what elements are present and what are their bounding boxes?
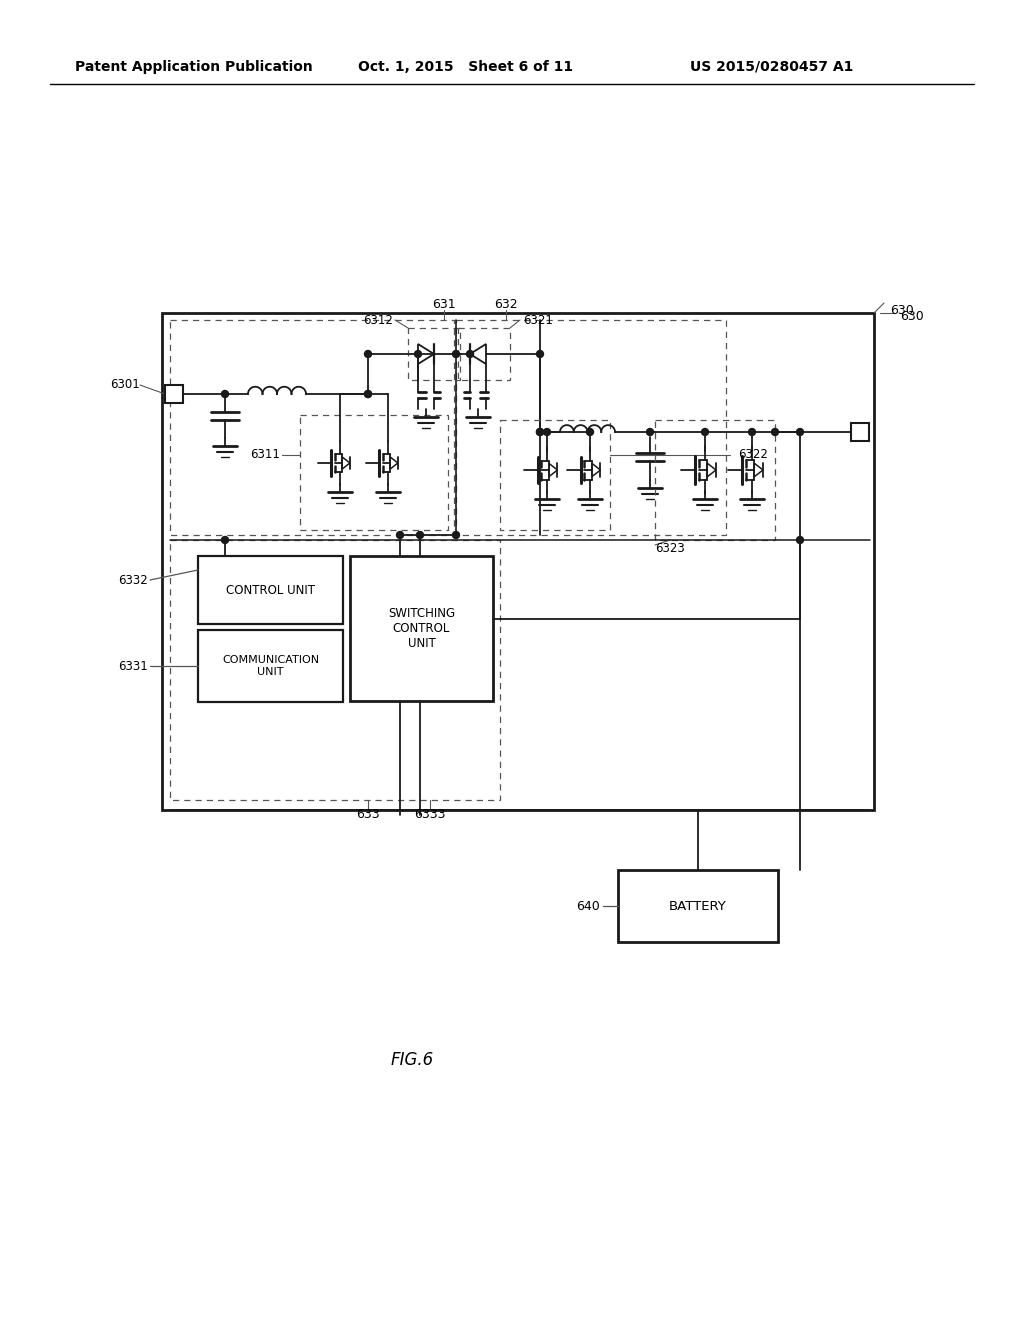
Bar [162,313,874,810]
Text: 6301: 6301 [111,379,140,392]
Text: Oct. 1, 2015   Sheet 6 of 11: Oct. 1, 2015 Sheet 6 of 11 [358,59,573,74]
Bar [408,327,460,380]
Text: 633: 633 [356,808,380,821]
Bar [198,630,343,702]
Circle shape [365,391,372,397]
Text: 6312: 6312 [364,314,393,326]
Circle shape [221,391,228,397]
Bar [500,420,610,531]
Circle shape [797,429,804,436]
Circle shape [797,536,804,544]
Bar [456,319,726,535]
Text: SWITCHING
CONTROL
UNIT: SWITCHING CONTROL UNIT [388,607,455,649]
Bar [170,540,500,800]
Circle shape [587,429,594,436]
Text: 632: 632 [495,298,518,312]
Circle shape [701,429,709,436]
Text: CONTROL UNIT: CONTROL UNIT [226,583,315,597]
Circle shape [537,351,544,358]
Bar [350,556,493,701]
Circle shape [646,429,653,436]
Text: 6323: 6323 [655,541,685,554]
Circle shape [415,351,422,358]
Circle shape [417,532,424,539]
Text: 6333: 6333 [415,808,445,821]
Text: 6331: 6331 [118,660,148,672]
Text: 6321: 6321 [523,314,553,326]
Bar [458,327,510,380]
Bar [851,422,869,441]
Text: 630: 630 [890,304,913,317]
Text: 640: 640 [577,899,600,912]
Circle shape [537,429,544,436]
Circle shape [221,536,228,544]
Circle shape [749,429,756,436]
Circle shape [365,391,372,397]
Circle shape [365,351,372,358]
Text: 631: 631 [432,298,456,312]
Text: Patent Application Publication: Patent Application Publication [75,59,312,74]
Circle shape [544,429,551,436]
Bar [198,556,343,624]
Text: 6311: 6311 [250,449,280,462]
Bar [655,420,775,540]
Circle shape [771,429,778,436]
Circle shape [453,351,460,358]
Bar [618,870,778,942]
Bar [170,319,454,535]
Circle shape [453,532,460,539]
Bar [165,385,183,403]
Text: FIG.6: FIG.6 [390,1051,433,1069]
Text: COMMUNICATION
UNIT: COMMUNICATION UNIT [222,655,319,677]
Text: 6322: 6322 [738,449,768,462]
Circle shape [467,351,473,358]
Circle shape [396,532,403,539]
Text: BATTERY: BATTERY [669,899,727,912]
Text: US 2015/0280457 A1: US 2015/0280457 A1 [690,59,853,74]
Circle shape [537,429,544,436]
Text: 630: 630 [900,309,924,322]
Bar [300,414,449,531]
Text: 6332: 6332 [118,573,148,586]
